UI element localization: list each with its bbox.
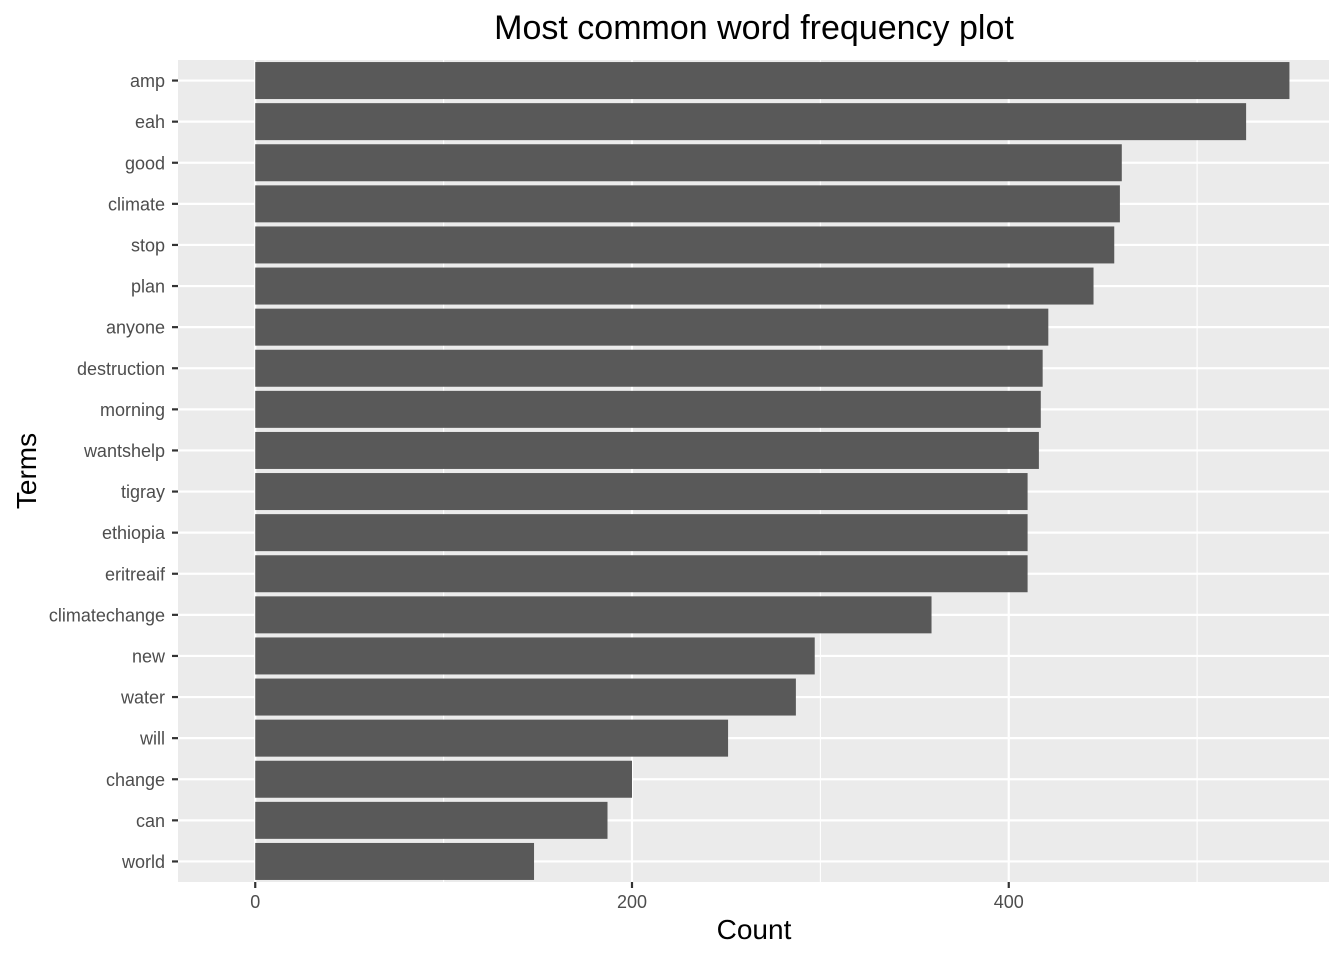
y-tick-label: ethiopia: [102, 523, 166, 543]
bar-wantshelp: [255, 431, 1039, 469]
x-tick-label: 0: [250, 892, 260, 912]
bar-eritreaif: [255, 555, 1028, 593]
bar-eah: [255, 103, 1247, 141]
bar-amp: [255, 62, 1290, 100]
x-axis: 0 200 400: [250, 882, 1024, 912]
bar-anyone: [255, 308, 1049, 346]
y-tick-label: morning: [100, 400, 165, 420]
bar-water: [255, 678, 796, 716]
y-tick-label: new: [132, 646, 166, 666]
x-axis-title: Count: [717, 914, 792, 945]
y-tick-label: plan: [131, 277, 165, 297]
plot-panel: [178, 60, 1329, 882]
y-tick-label: stop: [131, 235, 165, 255]
bar-new: [255, 637, 815, 675]
y-tick-label: wantshelp: [83, 441, 165, 461]
bar-will: [255, 719, 729, 757]
bar-climate: [255, 185, 1120, 223]
y-tick-label: climate: [108, 194, 165, 214]
bar-destruction: [255, 349, 1043, 387]
y-tick-label: good: [125, 153, 165, 173]
y-tick-label: climatechange: [49, 605, 165, 625]
x-tick-label: 200: [617, 892, 647, 912]
bar-morning: [255, 390, 1041, 428]
y-tick-label: will: [139, 729, 165, 749]
y-tick-label: can: [136, 811, 165, 831]
y-tick-label: destruction: [77, 359, 165, 379]
bar-can: [255, 801, 608, 839]
bar-world: [255, 842, 535, 880]
bar-stop: [255, 226, 1115, 264]
bar-plan: [255, 267, 1094, 305]
bar-change: [255, 760, 632, 798]
y-tick-label: tigray: [121, 482, 165, 502]
y-tick-label: amp: [130, 71, 165, 91]
y-tick-label: anyone: [106, 318, 165, 338]
y-axis-title: Terms: [11, 433, 42, 509]
y-tick-label: eah: [135, 112, 165, 132]
bar-good: [255, 144, 1122, 182]
bars: [255, 62, 1290, 880]
bar-climatechange: [255, 596, 932, 634]
x-tick-label: 400: [994, 892, 1024, 912]
y-tick-label: change: [106, 770, 165, 790]
chart-title: Most common word frequency plot: [494, 9, 1014, 47]
y-tick-label: world: [121, 852, 165, 872]
bar-ethiopia: [255, 514, 1028, 552]
bar-tigray: [255, 473, 1028, 511]
y-axis: amp eah good climate stop plan anyone destructi…: [49, 71, 178, 872]
y-tick-label: eritreaif: [105, 564, 166, 584]
y-tick-label: water: [120, 688, 165, 708]
